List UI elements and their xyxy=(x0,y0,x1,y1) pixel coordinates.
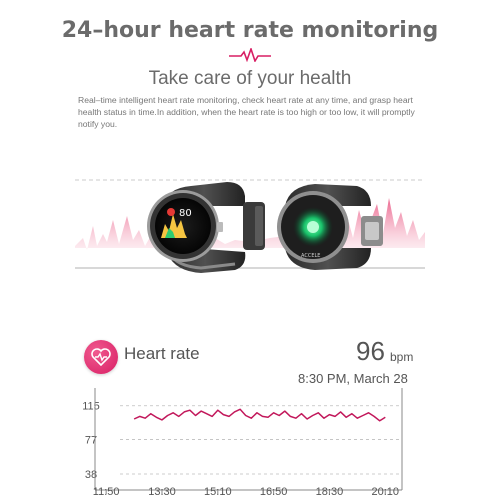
heart-rate-series-line xyxy=(133,408,386,422)
y-tick-label: 38 xyxy=(85,469,97,481)
page-subtitle: Take care of your health xyxy=(148,68,352,89)
x-tick-label: 15:10 xyxy=(204,486,232,498)
heart-rate-timestamp: 8:30 PM, March 28 xyxy=(298,371,408,386)
page-title: 24–hour heart rate monitoring xyxy=(61,18,439,43)
watch-product-image: 80 ACCELE xyxy=(75,179,425,273)
x-tick-label: 11:50 xyxy=(93,486,120,498)
heart-rate-icon xyxy=(84,340,118,374)
watch-front: 80 xyxy=(147,182,265,273)
ecg-pulse-icon xyxy=(229,48,271,62)
feature-description: Real–time intelligent heart rate monitor… xyxy=(78,95,415,129)
watch-display-value: 80 xyxy=(179,208,192,219)
heart-rate-chart: 115 77 38 11:50 13:30 15:10 16:50 18:30 20:10 xyxy=(82,388,403,498)
heart-rate-unit: bpm xyxy=(390,350,414,364)
x-tick-label: 16:50 xyxy=(260,486,288,498)
watch-button-label: ACCELE xyxy=(301,253,320,259)
watch-back: ACCELE xyxy=(277,184,383,270)
x-tick-label: 20:10 xyxy=(371,486,399,498)
y-tick-label: 77 xyxy=(85,434,97,446)
x-tick-label: 18:30 xyxy=(316,486,344,498)
heart-rate-value: 96 xyxy=(356,336,385,366)
x-tick-label: 13:30 xyxy=(148,486,176,498)
y-tick-label: 115 xyxy=(82,401,100,413)
heart-rate-label: Heart rate xyxy=(124,344,200,363)
